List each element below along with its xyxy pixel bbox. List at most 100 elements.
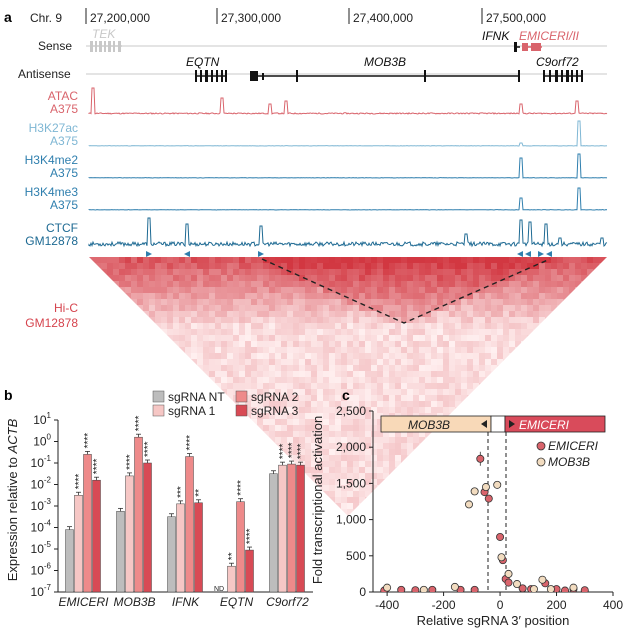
point-emiceri [428, 585, 437, 592]
emiceri-direction-arrow [509, 420, 515, 428]
chrom-label: Chr. 9 [30, 11, 62, 25]
y-tick-label-b: 100 [33, 433, 51, 449]
y-tick-label-c: 0 [359, 585, 366, 599]
legend-swatch-sg2 [235, 390, 248, 403]
significance-label: **** [278, 443, 289, 459]
hic-label: Hi-C [54, 301, 78, 315]
legend-label-sg2: sgRNA 2 [251, 390, 299, 404]
gene-label-ifnk: IFNK [482, 29, 510, 43]
legend-marker-emiceri [536, 441, 546, 451]
bar-ifnk-1 [176, 503, 185, 593]
bar-mob3b-2 [134, 436, 143, 593]
significance-label: ** [194, 489, 205, 497]
tad-boundary-dashed [261, 258, 551, 324]
nd-label: ND [214, 586, 224, 593]
category-labels-b: EMICERI MOB3B IFNK EQTN C9orf72 [58, 595, 309, 609]
point-mob3b [538, 575, 547, 584]
significance-label: **** [296, 443, 307, 459]
category-label-emiceri: EMICERI [58, 595, 109, 609]
point-emiceri [411, 586, 420, 592]
bar-emiceri-1 [74, 495, 83, 593]
y-axis-label-c: Fold transcriptional activation [310, 416, 325, 584]
emiceri-gene-model [522, 43, 542, 51]
bars-b: ************ ****************************… [65, 416, 307, 593]
significance-label: **** [83, 433, 94, 449]
legend-swatch-sg1 [152, 404, 165, 417]
coordinate-ruler [85, 8, 483, 24]
gene-label-emiceri: EMICERI/II [519, 29, 580, 43]
track-cell-ctcf: GM12878 [25, 234, 78, 248]
y-tick-label-b: 10-1 [31, 454, 52, 470]
track-name-atac: ATAC [48, 89, 79, 103]
point-emiceri [484, 494, 493, 503]
legend-label-sg3: sgRNA 3 [251, 404, 299, 418]
point-emiceri [397, 585, 406, 592]
mob3b-direction-arrow [481, 420, 487, 428]
y-tick-label-c: 500 [346, 549, 366, 563]
h3k27ac-signal-track [88, 120, 608, 147]
bar-ifnk-2 [185, 456, 194, 593]
y-tick-label-b: 10-3 [31, 497, 52, 513]
emiceri-region-box [504, 415, 606, 433]
point-mob3b [513, 580, 522, 589]
h3k4me3-signal-track [88, 187, 608, 211]
mob3b-gene-model [250, 70, 520, 82]
significance-label: **** [74, 474, 85, 490]
point-mob3b [569, 583, 578, 592]
point-emiceri [470, 585, 479, 592]
c9orf72-gene-model [543, 70, 583, 82]
y-tick-label-c: 1,500 [336, 476, 366, 490]
point-mob3b [481, 483, 490, 492]
point-mob3b [470, 487, 479, 496]
point-emiceri [504, 578, 513, 587]
legend-swatch-sg3 [235, 404, 248, 417]
bar-mob3b-1 [125, 475, 134, 593]
x-tick-label-c: 0 [497, 598, 504, 612]
significance-label: **** [185, 435, 196, 451]
bar-c9orf72-0 [269, 473, 278, 593]
point-mob3b [450, 582, 459, 591]
y-tick-label-c: 2,500 [336, 404, 366, 418]
y-axis-label-b: Expression relative to ACTB [5, 418, 20, 581]
eqtn-gene-model [195, 70, 227, 82]
y-tick-label-c: 1,000 [336, 513, 366, 527]
bar-eqtn-2 [236, 501, 245, 593]
panel-a-genome-browser: a Chr. 9 27,200,000 27,300,000 27,400,00… [4, 8, 608, 516]
significance-label: **** [134, 416, 145, 432]
legend-label-emiceri: EMICERI [548, 439, 599, 453]
bar-c9orf72-2 [287, 463, 296, 593]
category-label-eqtn: EQTN [220, 595, 254, 609]
significance-label: ** [227, 552, 238, 560]
mob3b-box-label: MOB3B [408, 418, 450, 432]
hic-cell-label: GM12878 [25, 316, 78, 330]
point-mob3b [419, 585, 428, 592]
significance-label: *** [176, 486, 187, 498]
coord-tick-label: 27,500,000 [486, 11, 546, 25]
point-mob3b [504, 569, 513, 578]
panel-b-bar-chart: b sgRNA NT sgRNA 1 sgRNA 2 sgRNA 3 Expre… [4, 387, 313, 609]
antisense-strand-label: Antisense [18, 67, 71, 81]
legend-marker-mob3b [536, 457, 546, 467]
atac-signal-track [88, 87, 608, 115]
point-mob3b [529, 585, 538, 592]
track-cell-h3k27ac: A375 [50, 134, 78, 148]
significance-label: **** [245, 528, 256, 544]
x-tick-label-c: -400 [375, 598, 399, 612]
coord-tick-label: 27,300,000 [221, 11, 281, 25]
track-name-h3k4me3: H3K4me3 [25, 185, 79, 199]
point-emiceri [561, 586, 569, 592]
significance-label: **** [236, 480, 247, 496]
bar-mob3b-3 [143, 462, 152, 593]
track-cell-atac: A375 [50, 102, 78, 116]
legend-label-sg1: sgRNA 1 [168, 404, 216, 418]
category-label-c9orf72: C9orf72 [266, 595, 309, 609]
coord-tick-label: 27,200,000 [90, 11, 150, 25]
x-tick-label-c: 400 [603, 598, 623, 612]
legend-label-mob3b: MOB3B [548, 455, 590, 469]
y-tick-label-b: 101 [33, 411, 51, 427]
point-mob3b [497, 553, 506, 562]
significance-label: **** [125, 454, 136, 470]
gene-label-eqtn: EQTN [186, 55, 220, 69]
category-label-ifnk: IFNK [172, 595, 200, 609]
point-mob3b [493, 480, 502, 489]
